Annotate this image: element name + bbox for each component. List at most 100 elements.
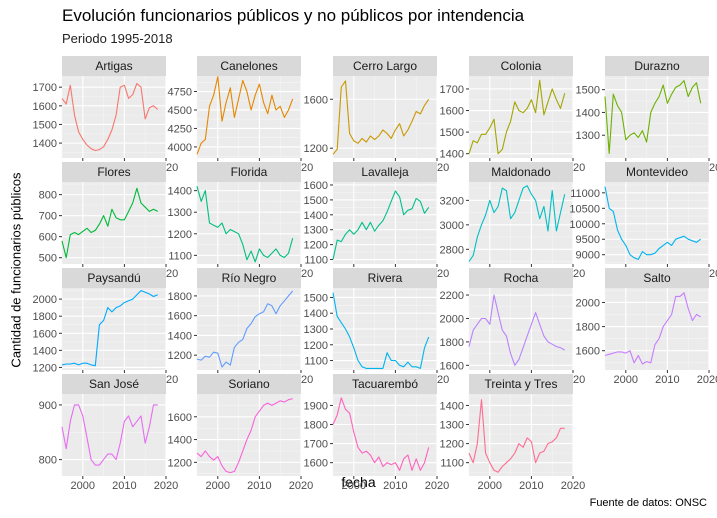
y-tick-label: 1300	[440, 420, 464, 432]
y-tick-label: 1600	[33, 101, 57, 113]
y-tick-label: 1400	[33, 345, 57, 357]
y-tick-label: 1600	[440, 360, 464, 372]
y-tick-label: 1200	[304, 143, 328, 155]
y-tick-label: 800	[39, 190, 57, 202]
y-tick-label: 1400	[304, 308, 328, 320]
x-tick-label: 2020	[154, 480, 178, 492]
facet-title: Rivera	[368, 271, 403, 285]
y-tick-label: 1200	[304, 340, 328, 352]
facet-strip	[62, 374, 166, 394]
y-tick-label: 1100	[440, 458, 464, 470]
series-line	[332, 292, 430, 369]
y-tick-label: 1700	[304, 439, 328, 451]
y-tick-label: 11000	[570, 188, 600, 200]
series-line	[468, 399, 565, 473]
y-tick-label: 1500	[304, 195, 328, 207]
y-tick-label: 9500	[576, 234, 600, 246]
y-tick-label: 3200	[440, 195, 464, 207]
facet-title: Artigas	[95, 59, 132, 73]
facet-panel	[469, 76, 573, 158]
facet-strip	[197, 374, 301, 394]
y-tick-label: 10000	[569, 219, 600, 231]
y-tick-label: 500	[39, 253, 57, 265]
facet-strip	[605, 268, 709, 288]
y-tick-label: 10500	[569, 203, 600, 215]
series-line	[332, 397, 430, 471]
series-line	[604, 186, 702, 260]
series-line	[61, 404, 158, 466]
facet-strip	[605, 56, 709, 76]
y-tick-label: 1300	[304, 324, 328, 336]
x-tick-label: 2020	[561, 480, 585, 492]
facet-panel	[469, 288, 573, 370]
y-tick-label: 2200	[440, 290, 464, 302]
x-tick-label: 2000	[342, 480, 366, 492]
facet-strip	[62, 162, 166, 182]
x-tick-label: 2010	[112, 480, 136, 492]
y-tick-label: 1300	[304, 225, 328, 237]
y-tick-label: 1400	[440, 400, 464, 412]
y-tick-label: 1900	[304, 400, 328, 412]
facet-panel	[62, 182, 166, 264]
facet-title: Rocha	[504, 271, 539, 285]
x-tick-label: 2010	[519, 480, 543, 492]
facet-strip	[605, 162, 709, 182]
y-tick-label: 1300	[576, 130, 600, 142]
facet-title: Cerro Largo	[353, 59, 417, 73]
series-line	[61, 187, 158, 259]
y-tick-label: 1800	[33, 311, 57, 323]
y-tick-label: 800	[39, 455, 57, 467]
facet-strip	[333, 162, 437, 182]
x-tick-label: 2010	[383, 480, 407, 492]
series-line	[196, 186, 294, 263]
y-tick-label: 1500	[576, 85, 600, 97]
y-tick-label: 1600	[168, 311, 192, 323]
series-line	[468, 185, 566, 262]
facet-panel	[62, 76, 166, 158]
facet-strip	[333, 268, 437, 288]
series-line	[604, 292, 701, 365]
facet-title: Soriano	[228, 377, 270, 391]
y-tick-label: 1200	[440, 439, 464, 451]
facet-strip	[62, 56, 166, 76]
y-tick-label: 1200	[168, 350, 192, 362]
facet-title: Lavalleja	[361, 165, 409, 179]
facet-title: Maldonado	[491, 165, 551, 179]
y-tick-label: 1200	[33, 362, 57, 374]
facet-strip	[197, 56, 301, 76]
y-tick-label: 1100	[304, 255, 328, 267]
y-tick-label: 1500	[304, 292, 328, 304]
x-tick-label: 2000	[478, 480, 502, 492]
y-tick-label: 1600	[304, 94, 328, 106]
facet-strip	[197, 162, 301, 182]
y-tick-label: 700	[39, 211, 57, 223]
y-tick-label: 1600	[304, 180, 328, 192]
y-tick-label: 1800	[168, 291, 192, 303]
facet-panel	[333, 76, 437, 158]
y-tick-label: 1200	[304, 240, 328, 252]
facet-title: San José	[89, 377, 139, 391]
facet-strip	[469, 56, 573, 76]
facet-title: Montevideo	[626, 165, 688, 179]
facet-strip	[469, 268, 573, 288]
facet-title: Treinta y Tres	[485, 377, 558, 391]
facet-panel	[62, 394, 166, 476]
y-tick-label: 1600	[33, 328, 57, 340]
y-tick-label: 2000	[33, 294, 57, 306]
facet-panel	[333, 182, 437, 264]
x-tick-label: 2020	[697, 374, 717, 386]
y-tick-label: 1700	[440, 84, 464, 96]
y-tick-label: 3000	[440, 220, 464, 232]
facet-title: Colonia	[501, 59, 542, 73]
y-tick-label: 1300	[168, 207, 192, 219]
facet-strip	[469, 374, 573, 394]
series-line	[196, 76, 294, 155]
x-tick-label: 2000	[614, 374, 638, 386]
series-line	[61, 290, 158, 367]
x-tick-label: 2020	[289, 480, 313, 492]
series-line	[468, 294, 565, 366]
x-tick-label: 2000	[71, 480, 95, 492]
y-tick-label: 1200	[168, 457, 192, 469]
facet-title: Durazno	[634, 59, 680, 73]
